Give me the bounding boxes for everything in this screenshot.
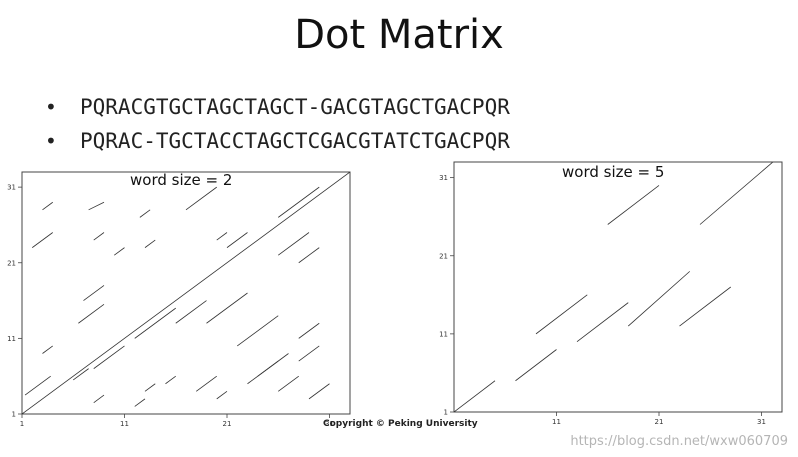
match-segment <box>607 185 660 225</box>
match-segment <box>226 232 248 248</box>
match-segment <box>73 368 89 381</box>
y-tick-label: 31 <box>7 184 16 192</box>
match-segment <box>298 247 320 264</box>
match-segment <box>257 360 279 377</box>
match-segment <box>278 232 310 256</box>
match-segment <box>515 349 557 382</box>
y-tick-label: 31 <box>439 174 448 182</box>
sequence-item: • PQRACGTGCTAGCTAGCT-GACGTAGCTGACPQR <box>45 90 510 124</box>
match-segment <box>78 304 105 324</box>
x-tick-label: 11 <box>120 420 129 428</box>
match-segment <box>298 322 320 339</box>
match-segment <box>535 294 588 335</box>
match-segment <box>32 232 53 248</box>
match-segment <box>83 285 105 301</box>
plot-title: word size = 2 <box>130 171 233 189</box>
x-tick-label: 21 <box>223 420 232 428</box>
x-tick-label: 31 <box>325 420 334 428</box>
bullet-dot-icon: • <box>45 95 57 119</box>
match-segment <box>627 271 691 327</box>
match-segment <box>134 398 146 407</box>
match-segment <box>22 172 350 414</box>
match-segment <box>206 292 248 324</box>
x-tick-label: 11 <box>552 418 561 426</box>
dot-segments <box>454 162 774 412</box>
sequence-item: • PQRAC-TGCTACCTAGCTCGACGTATCTGACPQR <box>45 124 510 158</box>
match-segment <box>175 300 207 324</box>
match-segment <box>679 286 731 327</box>
match-segment <box>88 201 105 211</box>
match-segment <box>278 186 320 218</box>
match-segment <box>114 247 125 256</box>
match-segment <box>42 345 53 354</box>
y-tick-label: 1 <box>444 409 448 417</box>
match-segment <box>699 162 774 225</box>
match-segment <box>576 302 629 343</box>
slide-title: Dot Matrix <box>294 12 504 58</box>
match-segment <box>216 232 228 241</box>
copyright-text: Copyright © Peking University <box>323 419 478 429</box>
match-segment <box>93 394 105 403</box>
watermark-text: https://blog.csdn.net/wxw060709 <box>570 434 788 449</box>
y-tick-label: 11 <box>7 335 16 343</box>
match-segment <box>185 186 217 211</box>
sequence-list: • PQRACGTGCTAGCTAGCT-GACGTAGCTGACPQR • P… <box>45 90 510 158</box>
bullet-dot-icon: • <box>45 129 57 153</box>
y-tick-label: 21 <box>7 259 16 267</box>
sequence-text: PQRACGTGCTAGCTAGCT-GACGTAGCTGACPQR <box>80 95 510 119</box>
match-segment <box>454 380 496 412</box>
plot-frame <box>21 171 351 415</box>
x-tick-label: 21 <box>655 418 664 426</box>
match-segment <box>42 201 53 211</box>
match-segment <box>298 345 320 362</box>
match-segment <box>308 383 330 400</box>
dot-plot-word-size-2: 1 11 21 31 1 11 21 31 <box>7 166 358 428</box>
plot-frame <box>453 161 783 413</box>
match-segment <box>237 315 279 347</box>
match-segment <box>216 390 228 400</box>
match-segment <box>93 345 125 369</box>
dot-plot-word-size-5: 11 21 31 1 11 21 31 <box>432 160 783 426</box>
match-segment <box>165 375 176 385</box>
x-tick-label: 1 <box>20 420 24 428</box>
y-tick-label: 1 <box>12 411 16 419</box>
match-segment <box>24 375 51 396</box>
match-segment <box>93 232 105 241</box>
match-segment <box>196 375 217 392</box>
match-segment <box>144 383 156 392</box>
plot-title: word size = 5 <box>562 163 665 181</box>
y-tick-label: 11 <box>439 330 448 338</box>
x-tick-label: 31 <box>757 418 766 426</box>
match-segment <box>134 307 176 339</box>
match-segment <box>278 375 299 392</box>
dot-segments <box>22 172 350 414</box>
y-tick-label: 21 <box>439 252 448 260</box>
match-segment <box>139 209 151 218</box>
sequence-text: PQRAC-TGCTACCTAGCTCGACGTATCTGACPQR <box>80 129 510 153</box>
match-segment <box>144 239 156 248</box>
